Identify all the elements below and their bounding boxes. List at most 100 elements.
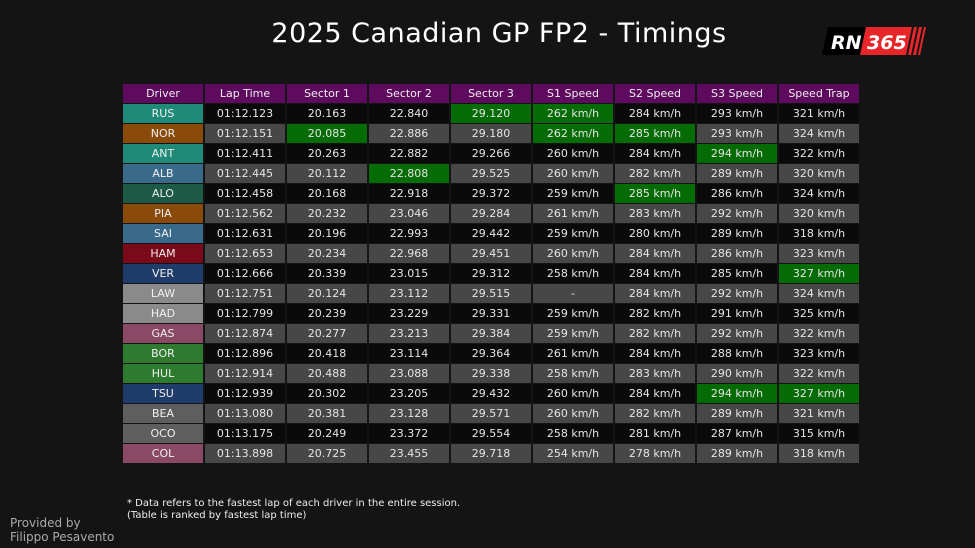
value-cell: 285 km/h <box>697 264 777 283</box>
value-cell: 278 km/h <box>615 444 695 463</box>
value-cell: 260 km/h <box>533 384 613 403</box>
value-cell: 259 km/h <box>533 304 613 323</box>
value-cell: 320 km/h <box>779 164 859 183</box>
value-cell: 258 km/h <box>533 264 613 283</box>
value-cell: 20.418 <box>287 344 367 363</box>
value-cell: 282 km/h <box>615 404 695 423</box>
value-cell: 01:12.123 <box>205 104 285 123</box>
value-cell: 01:12.914 <box>205 364 285 383</box>
value-cell: 01:12.751 <box>205 284 285 303</box>
value-cell: 321 km/h <box>779 404 859 423</box>
value-cell: 23.015 <box>369 264 449 283</box>
value-cell: 284 km/h <box>615 284 695 303</box>
fastest-value-cell: 294 km/h <box>697 144 777 163</box>
value-cell: 322 km/h <box>779 144 859 163</box>
value-cell: 20.234 <box>287 244 367 263</box>
value-cell: 20.232 <box>287 204 367 223</box>
value-cell: 01:12.458 <box>205 184 285 203</box>
column-header: Sector 1 <box>287 84 367 103</box>
value-cell: 20.196 <box>287 224 367 243</box>
value-cell: 20.725 <box>287 444 367 463</box>
value-cell: 29.364 <box>451 344 531 363</box>
value-cell: 259 km/h <box>533 184 613 203</box>
value-cell: 284 km/h <box>615 264 695 283</box>
value-cell: 29.284 <box>451 204 531 223</box>
value-cell: 01:12.445 <box>205 164 285 183</box>
value-cell: 282 km/h <box>615 324 695 343</box>
value-cell: 284 km/h <box>615 244 695 263</box>
value-cell: 258 km/h <box>533 364 613 383</box>
value-cell: 323 km/h <box>779 344 859 363</box>
value-cell: 29.554 <box>451 424 531 443</box>
value-cell: 23.128 <box>369 404 449 423</box>
value-cell: 29.451 <box>451 244 531 263</box>
table-row: TSU 01:12.939 20.302 23.205 29.432 260 km/h 28… <box>123 384 859 403</box>
value-cell: 260 km/h <box>533 164 613 183</box>
value-cell: 29.432 <box>451 384 531 403</box>
value-cell: 286 km/h <box>697 184 777 203</box>
table-row: COL 01:13.898 20.725 23.455 29.718 254 km/h 27… <box>123 444 859 463</box>
fastest-value-cell: 262 km/h <box>533 124 613 143</box>
value-cell: 260 km/h <box>533 404 613 423</box>
value-cell: 01:12.874 <box>205 324 285 343</box>
driver-cell: HUL <box>123 364 203 383</box>
column-header: Driver <box>123 84 203 103</box>
driver-cell: SAI <box>123 224 203 243</box>
footnote-ranking: (Table is ranked by fastest lap time) <box>127 510 307 521</box>
value-cell: 29.571 <box>451 404 531 423</box>
value-cell: 324 km/h <box>779 284 859 303</box>
value-cell: 281 km/h <box>615 424 695 443</box>
value-cell: 325 km/h <box>779 304 859 323</box>
value-cell: 29.525 <box>451 164 531 183</box>
value-cell: 29.372 <box>451 184 531 203</box>
value-cell: 01:12.799 <box>205 304 285 323</box>
value-cell: 23.372 <box>369 424 449 443</box>
value-cell: 29.312 <box>451 264 531 283</box>
footnote-data: * Data refers to the fastest lap of each… <box>127 498 461 509</box>
table-row: ALB 01:12.445 20.112 22.808 29.525 260 km/h 28… <box>123 164 859 183</box>
value-cell: 324 km/h <box>779 124 859 143</box>
table-row: BEA 01:13.080 20.381 23.128 29.571 260 km/h 28… <box>123 404 859 423</box>
value-cell: 322 km/h <box>779 324 859 343</box>
driver-cell: HAD <box>123 304 203 323</box>
value-cell: 23.205 <box>369 384 449 403</box>
value-cell: 284 km/h <box>615 104 695 123</box>
driver-cell: GAS <box>123 324 203 343</box>
value-cell: 261 km/h <box>533 344 613 363</box>
value-cell: 20.277 <box>287 324 367 343</box>
driver-cell: ALO <box>123 184 203 203</box>
value-cell: 01:12.666 <box>205 264 285 283</box>
value-cell: 321 km/h <box>779 104 859 123</box>
table-row: VER 01:12.666 20.339 23.015 29.312 258 km/h 28… <box>123 264 859 283</box>
table-row: ANT 01:12.411 20.263 22.882 29.266 260 km/h 28… <box>123 144 859 163</box>
value-cell: 01:13.175 <box>205 424 285 443</box>
value-cell: 29.442 <box>451 224 531 243</box>
value-cell: 29.384 <box>451 324 531 343</box>
value-cell: 20.112 <box>287 164 367 183</box>
value-cell: 254 km/h <box>533 444 613 463</box>
value-cell: 20.263 <box>287 144 367 163</box>
value-cell: 260 km/h <box>533 144 613 163</box>
fastest-value-cell: 327 km/h <box>779 384 859 403</box>
driver-cell: COL <box>123 444 203 463</box>
value-cell: 20.249 <box>287 424 367 443</box>
table-row: HAD 01:12.799 20.239 23.229 29.331 259 km/h 28… <box>123 304 859 323</box>
column-header: Lap Time <box>205 84 285 103</box>
value-cell: 291 km/h <box>697 304 777 323</box>
column-header: S2 Speed <box>615 84 695 103</box>
rn365-logo: RN 365 <box>822 27 926 55</box>
fastest-value-cell: 285 km/h <box>615 184 695 203</box>
value-cell: - <box>533 284 613 303</box>
credit: Provided by Filippo Pesavento <box>10 516 114 544</box>
value-cell: 29.718 <box>451 444 531 463</box>
value-cell: 01:12.939 <box>205 384 285 403</box>
value-cell: 01:12.653 <box>205 244 285 263</box>
value-cell: 01:12.896 <box>205 344 285 363</box>
driver-cell: BEA <box>123 404 203 423</box>
value-cell: 280 km/h <box>615 224 695 243</box>
fastest-value-cell: 20.085 <box>287 124 367 143</box>
value-cell: 01:12.151 <box>205 124 285 143</box>
value-cell: 293 km/h <box>697 104 777 123</box>
value-cell: 284 km/h <box>615 344 695 363</box>
driver-cell: VER <box>123 264 203 283</box>
